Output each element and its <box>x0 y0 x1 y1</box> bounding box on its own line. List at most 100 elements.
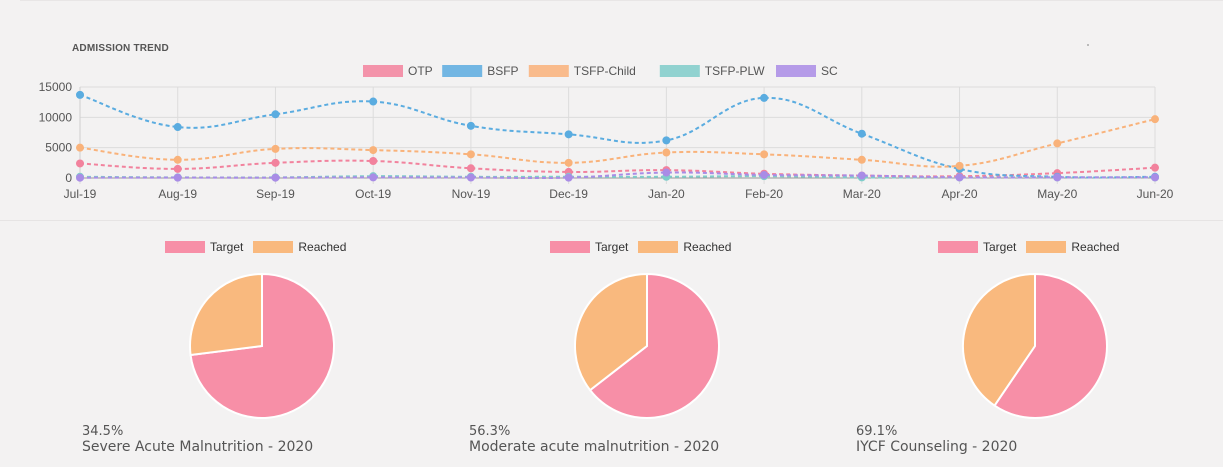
legend-label: Reached <box>683 240 732 254</box>
pie-slice-reached[interactable] <box>189 272 263 357</box>
data-point-otp <box>271 158 280 167</box>
series-line-otp <box>79 159 1156 178</box>
y-tick-label: 10000 <box>39 110 73 124</box>
legend-swatch <box>442 65 483 77</box>
series-line-tsfp-child <box>79 118 1156 168</box>
data-point-otp <box>1151 163 1159 172</box>
legend-item-reached[interactable]: Reached <box>253 240 346 254</box>
y-tick-label: 0 <box>65 171 72 185</box>
legend-swatch <box>253 241 294 253</box>
legend-label: SC <box>821 64 838 78</box>
legend-label: Reached <box>1071 240 1120 254</box>
x-tick-label: Jul-19 <box>64 187 97 201</box>
data-point-tsfp-child <box>1151 115 1159 124</box>
legend-label: Reached <box>298 240 347 254</box>
data-point-otp <box>369 157 378 166</box>
y-tick-label: 15000 <box>39 80 73 94</box>
y-tick-label: 5000 <box>45 141 72 155</box>
data-point-tsfp-child <box>857 155 866 164</box>
data-point-otp <box>76 159 84 168</box>
legend-label: OTP <box>408 64 433 78</box>
data-point-sc <box>76 173 84 182</box>
data-point-tsfp-child <box>173 155 182 164</box>
legend-swatch <box>659 65 700 77</box>
series-line-sc <box>79 171 1155 180</box>
series-line-bsfp <box>79 93 1156 179</box>
legend-item-otp[interactable]: OTP <box>363 64 433 78</box>
legend-label: TSFP-Child <box>574 64 636 78</box>
data-point-bsfp <box>564 130 573 139</box>
data-point-tsfp-child <box>369 146 378 155</box>
pie-caption: IYCF Counseling - 2020 <box>856 439 1018 455</box>
legend-item-target[interactable]: Target <box>165 240 243 254</box>
data-point-bsfp <box>369 97 378 106</box>
pie-caption: Moderate acute malnutrition - 2020 <box>469 439 720 455</box>
legend-item-target[interactable]: Target <box>938 240 1016 254</box>
legend-swatch <box>1026 241 1067 253</box>
pie-chart <box>189 272 335 419</box>
data-point-sc <box>1151 173 1159 182</box>
legend-swatch <box>165 241 205 253</box>
x-tick-label: Mar-20 <box>843 187 881 201</box>
data-point-bsfp <box>466 121 475 130</box>
legend-swatch <box>776 65 816 77</box>
x-tick-label: Jun-20 <box>1137 187 1174 201</box>
x-tick-label: Nov-19 <box>452 187 491 201</box>
data-point-tsfp-child <box>955 161 964 170</box>
legend-swatch <box>938 241 978 253</box>
x-tick-label: Dec-19 <box>549 187 588 201</box>
legend-swatch <box>638 241 679 253</box>
pie-chart-card-sam: Target Reached 34.5% Severe Acute Malnut… <box>82 240 525 465</box>
x-tick-label: Oct-19 <box>355 187 391 201</box>
percent-value: 34.5% <box>82 424 124 439</box>
data-point-sc <box>173 173 182 182</box>
pie-slice-target[interactable] <box>993 272 1108 419</box>
pie-slice-target[interactable] <box>588 272 720 419</box>
data-point-sc <box>955 173 964 182</box>
legend-item-tsfp-child[interactable]: TSFP-Child <box>528 64 636 78</box>
admission-trend-chart: 0 5000 10000 15000 Jul-19 Aug-19 Sep-19 Oct-19 N… <box>39 64 1174 201</box>
data-point-bsfp <box>271 110 280 119</box>
legend-item-reached[interactable]: Reached <box>1026 240 1119 254</box>
x-tick-label: Apr-20 <box>942 187 978 201</box>
data-point-bsfp <box>760 93 769 102</box>
percent-value: 56.3% <box>469 424 511 439</box>
legend-item-sc[interactable]: SC <box>776 64 838 78</box>
data-point-sc <box>466 173 475 182</box>
percent-value: 69.1% <box>856 424 898 439</box>
legend-swatch <box>528 65 569 77</box>
section-title: ADMISSION TREND <box>72 43 169 54</box>
data-point-sc <box>662 168 671 177</box>
data-point-tsfp-child <box>271 144 280 153</box>
data-point-tsfp-child <box>564 158 573 167</box>
pie-caption: Severe Acute Malnutrition - 2020 <box>82 439 314 455</box>
pie-slice-reached[interactable] <box>574 272 648 392</box>
legend-item-tsfp-plw[interactable]: TSFP-PLW <box>659 64 765 78</box>
legend-label: Target <box>210 240 244 254</box>
legend-swatch <box>363 65 403 77</box>
data-point-otp <box>466 164 475 173</box>
data-point-bsfp <box>857 129 866 138</box>
legend-label: TSFP-PLW <box>705 64 765 78</box>
x-tick-label: May-20 <box>1037 187 1077 201</box>
decorative-dot <box>1087 44 1089 46</box>
data-point-otp <box>173 164 182 173</box>
legend-label: Target <box>983 240 1017 254</box>
legend-item-target[interactable]: Target <box>550 240 628 254</box>
x-tick-label: Feb-20 <box>745 187 783 201</box>
pie-legend: Target Reached <box>165 240 525 254</box>
data-point-tsfp-child <box>466 150 475 159</box>
data-point-sc <box>369 173 378 182</box>
x-tick-label: Aug-19 <box>158 187 197 201</box>
data-point-bsfp <box>173 123 182 132</box>
legend-item-reached[interactable]: Reached <box>638 240 731 254</box>
data-point-sc <box>760 170 769 179</box>
legend-label: Target <box>595 240 629 254</box>
x-tick-label: Jan-20 <box>648 187 685 201</box>
legend-swatch <box>550 241 590 253</box>
pie-slice-reached[interactable] <box>962 272 1036 407</box>
data-point-bsfp <box>76 90 84 99</box>
pie-legend: Target Reached <box>550 240 910 254</box>
data-point-sc <box>271 173 280 182</box>
legend-item-bsfp[interactable]: BSFP <box>442 64 519 78</box>
